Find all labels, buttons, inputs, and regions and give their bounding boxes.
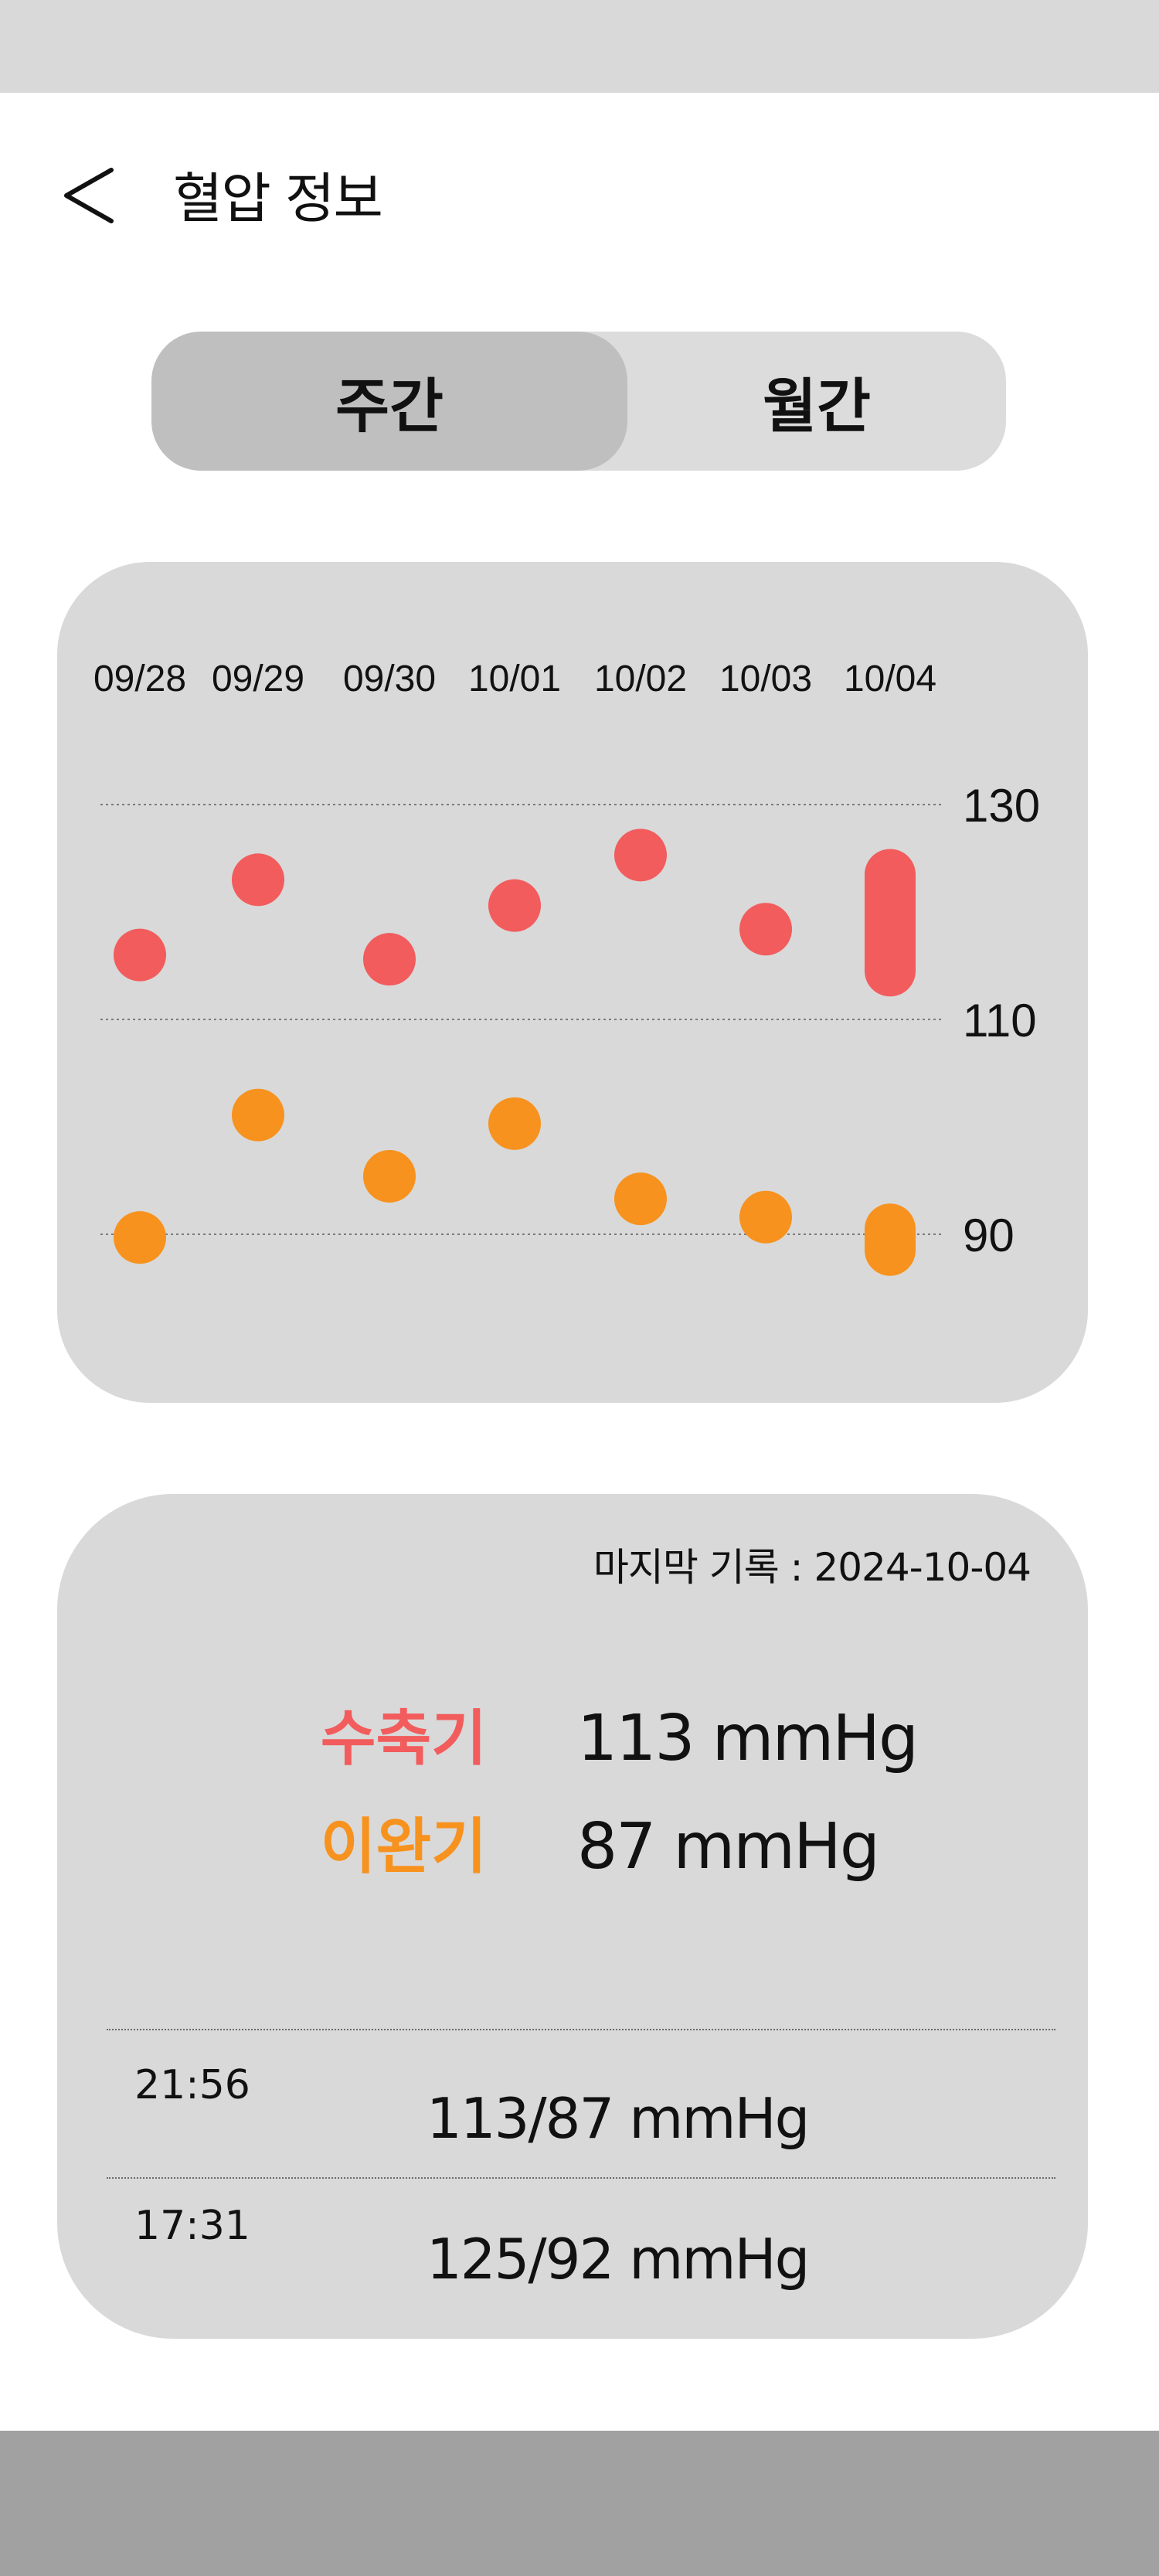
back-button[interactable] (56, 161, 125, 230)
diastolic-point (488, 1097, 541, 1150)
record-time: 21:56 (134, 2062, 250, 2108)
systolic-range-mark (865, 849, 916, 997)
systolic-point (114, 928, 166, 982)
x-tick-label: 10/04 (844, 658, 936, 699)
bp-chart-card: 130 110 90 09/28 09/29 09/30 10/01 10/02 10/03 10… (57, 562, 1088, 1403)
chevron-left-icon (64, 168, 114, 223)
diastolic-point (114, 1211, 166, 1264)
systolic-point (614, 829, 667, 882)
y-tick-label: 90 (963, 1210, 1015, 1261)
record-row[interactable]: 21:56 113/87 mmHg (57, 2058, 1088, 2190)
bp-chart: 130 110 90 09/28 09/29 09/30 10/01 10/02 10/03 10… (93, 658, 1040, 1276)
y-tick-label: 110 (963, 995, 1037, 1046)
systolic-value: 113 mmHg (577, 1702, 919, 1775)
last-record-date: 마지막 기록 : 2024-10-04 (593, 1545, 1032, 1590)
divider (107, 2177, 1055, 2179)
diastolic-label: 이완기 (320, 1812, 487, 1882)
tab-monthly[interactable]: 월간 (763, 372, 871, 441)
systolic-label: 수축기 (320, 1704, 487, 1774)
diastolic-point (614, 1172, 667, 1226)
record-value: 113/87 mmHg (427, 2086, 810, 2151)
diastolic-value: 87 mmHg (577, 1810, 880, 1884)
status-bar (0, 0, 1159, 93)
systolic-point (488, 879, 541, 932)
navigation-bar (0, 2431, 1159, 2576)
divider (107, 2029, 1055, 2030)
record-row[interactable]: 17:31 125/92 mmHg (57, 2199, 1088, 2330)
bp-summary-card: 마지막 기록 : 2024-10-04 수축기 113 mmHg 이완기 87 … (57, 1494, 1088, 2339)
x-tick-label: 09/28 (93, 658, 186, 699)
page-title: 혈압 정보 (173, 167, 383, 230)
record-time: 17:31 (134, 2203, 250, 2249)
diastolic-range-mark (865, 1203, 916, 1276)
x-tick-label: 10/02 (594, 658, 687, 699)
systolic-point (232, 853, 284, 907)
x-tick-label: 10/01 (468, 658, 561, 699)
x-tick-label: 09/29 (212, 658, 304, 699)
period-toggle: 주간 월간 (151, 332, 1006, 471)
diastolic-point (363, 1149, 416, 1203)
x-tick-label: 10/03 (719, 658, 812, 699)
diastolic-point (739, 1190, 792, 1244)
diastolic-point (232, 1088, 284, 1142)
y-tick-label: 130 (963, 780, 1040, 832)
diastolic-row: 이완기 87 mmHg (57, 1805, 1088, 1890)
tab-weekly[interactable]: 주간 (151, 332, 627, 471)
record-value: 125/92 mmHg (427, 2227, 810, 2292)
systolic-row: 수축기 113 mmHg (57, 1696, 1088, 1781)
x-tick-label: 09/30 (343, 658, 436, 699)
systolic-point (739, 903, 792, 956)
systolic-point (363, 933, 416, 986)
